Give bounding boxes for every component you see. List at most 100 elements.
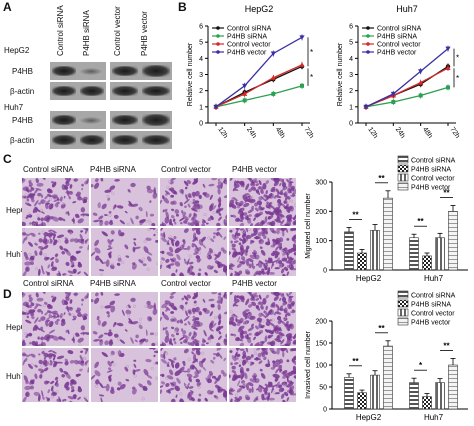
bar [435,382,445,410]
y-tick-label: 3 [199,72,203,79]
legend-marker [216,34,220,38]
bar [422,396,432,410]
legend-marker [216,50,220,54]
legend-marker [366,34,370,38]
micrograph-image [229,292,296,346]
y-tick-label: 5 [349,40,353,47]
sig-marker: ** [352,357,359,366]
legend-label: Control siRNA [411,158,456,165]
migration-micrograph-grid [22,178,298,276]
data-point [270,51,276,57]
y-tick-label: 200 [315,209,327,216]
micrograph-row-label: Huh7 [6,372,26,381]
sig-marker: ** [378,324,385,333]
y-tick-label: 50 [319,385,327,392]
series-line [365,48,449,108]
x-tick-label: 12h [216,126,228,140]
panel-label-b: B [178,0,187,14]
micrograph-image [229,178,296,226]
micrograph-image [22,348,89,402]
sig-marker: ** [443,188,450,197]
micrograph-row-label: HepG2 [6,206,32,215]
legend-label: P4HB siRNA [411,302,451,309]
micrograph-col-label: Control vector [161,165,211,174]
legend-label: Control siRNA [377,26,422,33]
series-line [215,64,303,108]
micrograph-image [229,228,296,276]
x-tick-label: 72h [302,126,314,140]
data-point [418,79,424,85]
micrograph-col-label: Control vector [161,279,211,288]
blot-strip [50,62,106,80]
legend-label: P4HB vector [411,320,451,327]
x-tick-label: 12h [366,126,378,140]
legend-marker [216,42,220,46]
legend-label: Control vector [411,311,455,318]
x-tick-label: Huh7 [424,413,444,422]
y-axis-label: Invasived cell number [305,330,312,398]
legend-marker [366,26,370,30]
y-tick-label: 2 [349,88,353,95]
line-chart-huh7: Huh7 0 1 2 3 4 5 6 12h 24h 48h 72h Relative cell num… [337,4,461,140]
micrograph-col-label: P4HB siRNA [90,165,136,174]
legend-label: Control vector [377,42,421,49]
data-point [270,75,276,80]
blot-strip [110,82,172,100]
sig-marker: * [310,48,313,57]
y-tick-label: 6 [349,24,353,31]
blot-strip [50,111,106,129]
data-point [271,91,276,96]
data-point [445,46,451,52]
sig-marker: ** [443,341,450,350]
series-line [215,85,303,108]
data-point [445,65,451,71]
bar [357,252,367,271]
blot-col-label: P4HB siRNA [82,10,91,56]
legend-swatch [397,308,409,317]
micrograph-col-label: P4HB siRNA [90,279,136,288]
micrograph-image [160,228,227,276]
micrograph-image [229,348,296,402]
series-line [365,86,449,108]
bar [409,237,419,271]
legend-label: P4HB vector [227,50,267,57]
y-tick-label: 100 [315,238,327,245]
invasion-micrograph-grid [22,292,298,402]
micrograph-image [22,228,89,276]
bar [409,382,419,410]
sig-marker: * [456,74,459,83]
bar [435,237,445,271]
blot-row-label: P4HB [12,67,33,76]
x-tick-label: 48h [274,126,286,140]
panel-label-c: C [3,152,12,166]
blot-row-label: P4HB [12,116,33,125]
blot-strip [110,131,172,149]
legend-label: P4HB siRNA [411,167,451,174]
data-point [242,83,248,89]
bar [370,374,380,410]
y-axis-label: Migrated cell number [305,193,312,259]
y-tick-label: 300 [315,180,327,187]
western-blot-panel: Control siRNA P4HB siRNA Control vector … [0,0,178,150]
micrograph-col-label: Control siRNA [23,165,74,174]
y-tick-label: 1 [349,104,353,111]
y-axis-label: Relative cell number [187,42,194,106]
x-tick-label: Huh7 [424,274,444,283]
micrograph-col-labels-d: Control siRNA P4HB siRNA Control vector … [20,279,300,291]
y-tick-label: 0 [323,407,327,414]
bar [383,345,393,410]
legend-swatch [397,299,409,308]
data-point [446,85,450,90]
y-tick-label: 1 [199,104,203,111]
bar [448,211,458,271]
blot-strip [110,62,172,80]
y-tick-label: 4 [349,56,353,63]
legend-swatch [397,182,409,191]
blot-strip [50,131,106,149]
blot-col-label: Control vector [113,6,122,56]
y-tick-label: 5 [199,40,203,47]
y-tick-label: 4 [199,56,203,63]
x-tick-label: HepG2 [356,274,382,283]
